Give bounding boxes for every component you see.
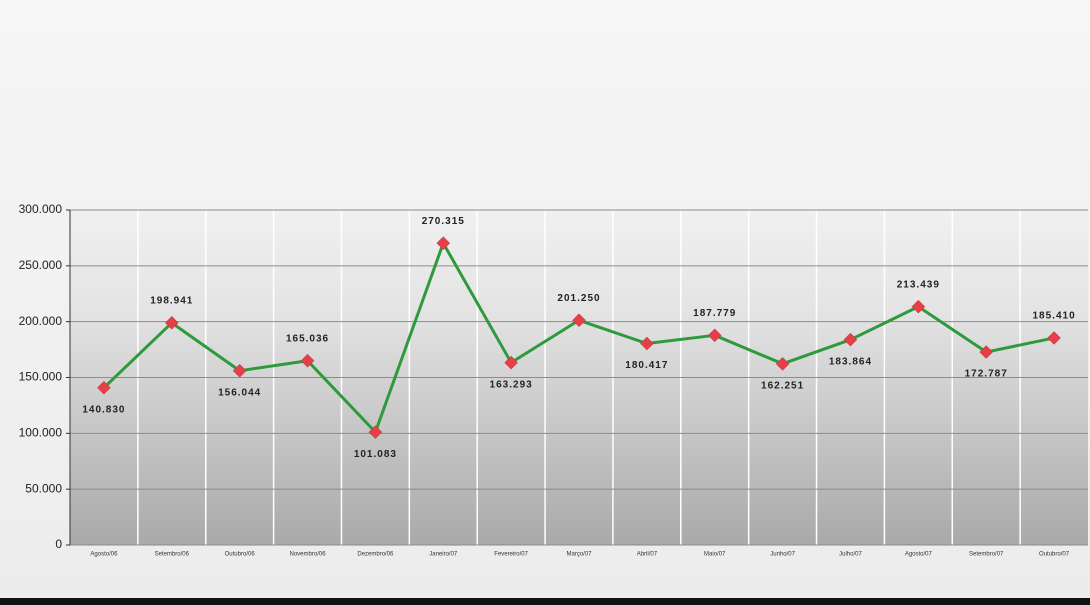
value-label: 165.036: [286, 333, 329, 344]
x-tick-label: Setembro/06: [155, 552, 190, 558]
data-marker: [97, 380, 111, 395]
x-tick-label: Abril/07: [637, 552, 658, 558]
y-tick-label: 150.000: [19, 370, 63, 384]
x-tick-label: Outubro/06: [225, 552, 256, 558]
x-tick-label: Outubro/07: [1039, 552, 1070, 558]
data-marker: [707, 328, 722, 343]
data-marker: [911, 299, 926, 314]
data-marker: [504, 355, 518, 370]
data-marker: [1047, 331, 1061, 345]
x-tick-label: Janeiro/07: [429, 552, 458, 558]
x-tick-label: Agosto/07: [905, 552, 933, 558]
value-label: 187.779: [693, 308, 736, 319]
data-marker: [843, 332, 858, 347]
value-label: 156.044: [218, 387, 261, 398]
data-marker: [164, 315, 179, 330]
y-tick-label: 250.000: [19, 258, 63, 272]
data-marker: [979, 345, 994, 359]
value-label: 201.250: [557, 293, 600, 304]
data-marker: [436, 236, 451, 251]
data-marker: [300, 353, 315, 368]
value-label: 101.083: [354, 449, 397, 460]
value-label: 270.315: [422, 216, 465, 227]
y-tick-label: 100.000: [19, 426, 63, 440]
data-marker: [775, 356, 790, 371]
x-tick-label: Julho/07: [839, 552, 862, 558]
value-label: 198.941: [150, 295, 193, 306]
data-marker: [640, 336, 654, 351]
x-tick-label: Setembro/07: [969, 552, 1004, 558]
value-label: 172.787: [965, 369, 1008, 380]
y-tick-label: 50.000: [25, 481, 62, 495]
x-tick-label: Maio/07: [704, 552, 726, 558]
value-label: 162.251: [761, 380, 804, 391]
y-tick-label: 0: [55, 537, 62, 551]
value-label: 180.417: [625, 360, 668, 371]
x-tick-label: Dezembro/06: [357, 552, 394, 558]
y-tick-label: 200.000: [19, 314, 63, 328]
value-label: 185.410: [1032, 311, 1075, 322]
x-tick-label: Março/07: [566, 552, 592, 558]
x-tick-label: Junho/07: [770, 552, 795, 558]
data-marker: [572, 313, 586, 328]
y-tick-label: 300.000: [19, 202, 63, 216]
x-tick-label: Agosto/06: [90, 552, 118, 558]
value-label: 213.439: [897, 279, 940, 290]
data-marker: [368, 425, 383, 439]
value-label: 140.830: [82, 404, 125, 415]
data-marker: [232, 363, 247, 378]
value-label: 183.864: [829, 356, 872, 367]
x-tick-label: Fevereiro/07: [494, 552, 528, 558]
x-tick-label: Novembro/06: [290, 552, 327, 558]
value-label: 163.293: [490, 379, 533, 390]
bottom-bar: [0, 598, 1090, 605]
